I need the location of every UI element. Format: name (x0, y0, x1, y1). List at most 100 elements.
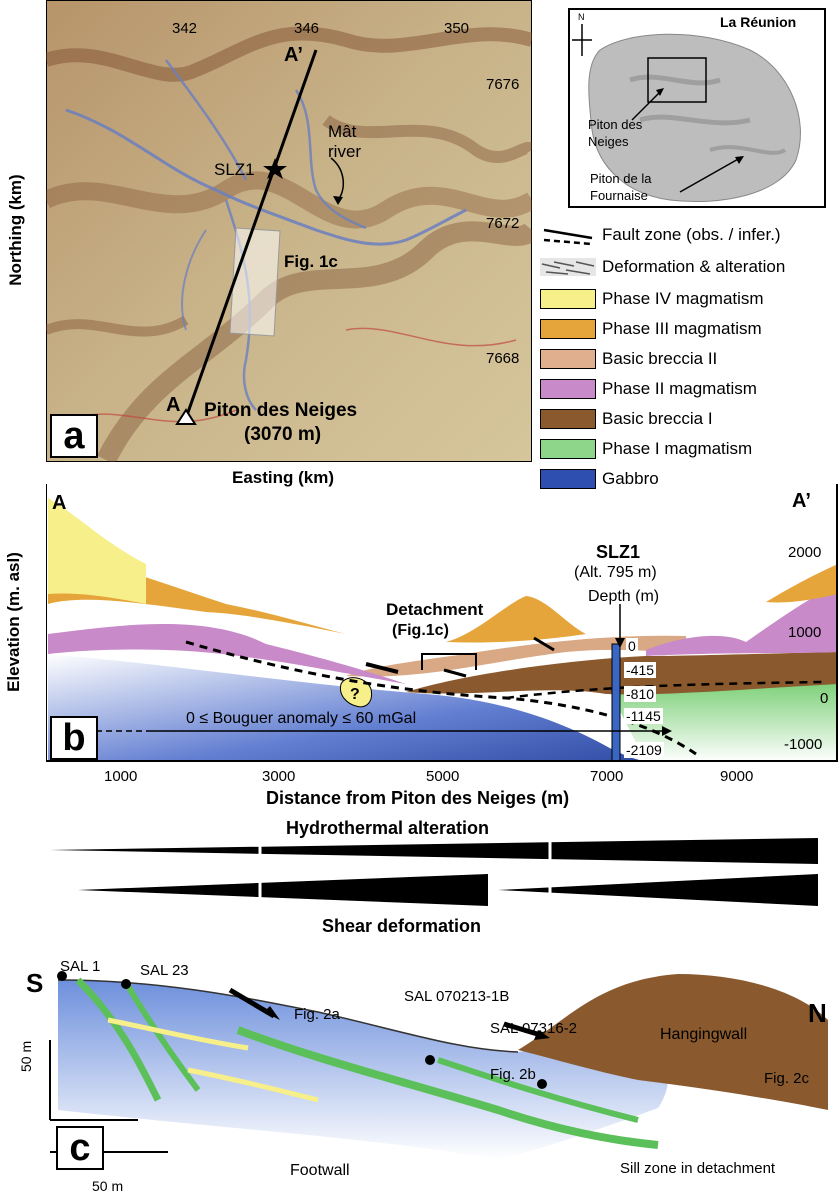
inset-extent-box (647, 57, 707, 103)
legend-phase2: Phase II magmatism (540, 378, 838, 400)
s-label: S (26, 968, 44, 998)
y-tick-7676: 7676 (486, 76, 520, 93)
cross-section-panel: A A’ SLZ1 (Alt. 795 m) Depth (m) Detachm… (45, 484, 838, 765)
map-panel: 342 346 350 7676 7672 7668 A’ A SLZ1 Mât… (41, 0, 540, 465)
x-tick-342: 342 (172, 20, 198, 37)
legend-label: Phase III magmatism (602, 319, 762, 338)
legend-swatch (540, 379, 596, 399)
legend-deform: Deformation & alteration (540, 256, 838, 278)
legend-label: Phase II magmatism (602, 379, 757, 398)
slz1-star-icon (263, 158, 287, 179)
end-a-label: A (52, 492, 67, 514)
legend-label: Basic breccia I (602, 409, 713, 428)
alteration-shear-wedges (50, 830, 818, 910)
detachment-label: Detachment (386, 600, 484, 619)
x-tick-9000: 9000 (720, 768, 754, 785)
sill-question-label: ? (350, 686, 360, 703)
piton-label: Piton des Neiges (204, 400, 358, 421)
fig1c-box (229, 227, 281, 337)
legend-gabbro: Gabbro (540, 468, 838, 490)
panel-a-letter: a (50, 414, 98, 458)
shear-label: Shear deformation (322, 916, 482, 936)
slz1-well (611, 643, 621, 765)
y-tick-7668: 7668 (486, 350, 520, 367)
legend-swatch (540, 439, 596, 459)
legend-fault: Fault zone (obs. / infer.) (540, 224, 838, 246)
profile-line (184, 49, 318, 419)
altitude-label: (3070 m) (244, 424, 322, 445)
sample-sal23: SAL 23 (140, 962, 189, 979)
legend-phase1: Phase I magmatism (540, 438, 838, 460)
legend-label: Deformation & alteration (602, 257, 786, 276)
x-tick-346: 346 (294, 20, 320, 37)
sample-dot (57, 971, 67, 981)
slz1-label: SLZ1 (214, 160, 255, 179)
fault-symbol-icon (543, 228, 593, 246)
river-label: Mât river (328, 122, 362, 161)
hangingwall-label: Hangingwall (660, 1026, 748, 1043)
sample-dot (537, 1079, 547, 1089)
legend-label: Basic breccia II (602, 349, 718, 368)
scale-vertical-label: 50 m (18, 1040, 34, 1072)
section-xlabel: Distance from Piton des Neiges (m) (266, 788, 570, 808)
sample-dot (121, 979, 131, 989)
sample-dot (425, 1055, 435, 1065)
y-tick-2000: 2000 (788, 544, 822, 561)
legend-swatch (540, 469, 596, 489)
island-shape (572, 24, 801, 203)
x-tick-350: 350 (444, 20, 470, 37)
legend-breccia1: Basic breccia I (540, 408, 838, 430)
legend-label: Phase I magmatism (602, 439, 753, 458)
sample-sal1: SAL 1 (60, 958, 101, 975)
legend-phase4: Phase IV magmatism (540, 288, 838, 310)
hydrothermal-label: Hydrothermal alteration (286, 818, 490, 838)
end-a-prime-label: A’ (792, 490, 811, 512)
depth-810: -810 (624, 686, 657, 702)
inset-piton-fournaise: Piton de la Fournaise (590, 171, 652, 203)
legend-swatch (540, 289, 596, 309)
fig-2a-label: Fig. 2a (294, 1006, 340, 1023)
x-tick-1000: 1000 (104, 768, 138, 785)
well-label: SLZ1 (596, 542, 641, 562)
sill-zone-label: Sill zone in detachment (620, 1160, 776, 1177)
depth-0: 0 (626, 638, 638, 654)
n-label: N (808, 998, 827, 1028)
fig-2b-label: Fig. 2b (490, 1066, 536, 1083)
cross-section-drawing (45, 484, 838, 765)
deformation-symbol-icon (540, 258, 596, 276)
depth-415: -415 (624, 662, 657, 678)
y-tick-1000: 1000 (788, 624, 822, 641)
panel-c-letter: c (56, 1126, 104, 1170)
depth-label: Depth (m) (588, 588, 660, 605)
y-tick-minus1000: -1000 (784, 736, 823, 753)
detachment-ref-label: (Fig.1c) (392, 622, 449, 639)
scale-horizontal-label: 50 m (92, 1178, 124, 1194)
legend-phase3: Phase III magmatism (540, 318, 838, 340)
y-tick-0: 0 (820, 690, 829, 707)
x-tick-7000: 7000 (590, 768, 624, 785)
well-alt-label: (Alt. 795 m) (574, 564, 657, 581)
fig1c-label: Fig. 1c (284, 252, 338, 271)
depth-1145: -1145 (624, 708, 663, 724)
legend-swatch (540, 349, 596, 369)
north-icon-label: N (578, 12, 585, 22)
inset-piton-neiges: Piton des Neiges (588, 117, 643, 149)
sample-sal07316: SAL 07316-2 (490, 1020, 578, 1037)
bouguer-label: 0 ≤ Bouguer anomaly ≤ 60 mGal (186, 710, 417, 727)
outcrop-sketch (49, 971, 828, 1160)
sample-sal070213: SAL 070213-1B (404, 988, 510, 1005)
x-tick-3000: 3000 (262, 768, 296, 785)
legend-label: Gabbro (602, 469, 659, 488)
legend-swatch (540, 319, 596, 339)
x-tick-5000: 5000 (426, 768, 460, 785)
map-xlabel: Easting (km) (232, 468, 335, 487)
footwall-label: Footwall (290, 1162, 350, 1179)
legend-label: Fault zone (obs. / infer.) (602, 225, 781, 244)
legend-label: Phase IV magmatism (602, 289, 764, 308)
y-tick-7672: 7672 (486, 215, 520, 232)
legend-breccia2: Basic breccia II (540, 348, 838, 370)
legend-swatch (540, 409, 596, 429)
panel-b-letter: b (50, 716, 98, 760)
section-ylabel: Elevation (m. asl) (4, 552, 23, 692)
depth-2109: -2109 (624, 742, 664, 758)
